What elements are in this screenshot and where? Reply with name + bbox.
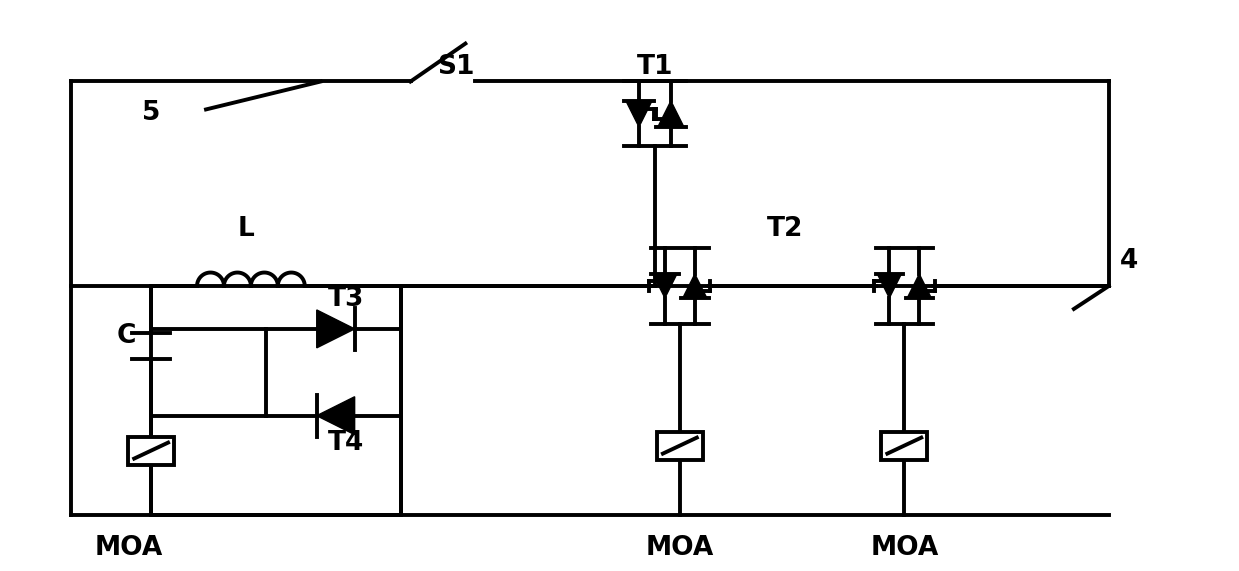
Text: T2: T2 (767, 216, 803, 242)
Polygon shape (317, 397, 354, 435)
Bar (657, 432, 703, 460)
Polygon shape (907, 274, 932, 298)
Polygon shape (683, 274, 706, 298)
Text: MOA: MOA (646, 536, 714, 561)
Polygon shape (653, 274, 676, 298)
Text: 5: 5 (142, 100, 160, 126)
Text: T3: T3 (327, 286, 364, 312)
Bar (881, 432, 927, 460)
Polygon shape (317, 310, 354, 348)
Bar (128, 437, 175, 465)
Text: T1: T1 (637, 54, 673, 79)
Text: C: C (116, 323, 136, 349)
Text: L: L (238, 216, 254, 242)
Text: 4: 4 (1120, 248, 1137, 274)
Polygon shape (658, 101, 684, 127)
Text: S1: S1 (436, 54, 475, 79)
Text: T4: T4 (327, 429, 364, 456)
Polygon shape (877, 274, 901, 298)
Polygon shape (626, 101, 652, 127)
Text: MOA: MOA (870, 536, 938, 561)
Text: MOA: MOA (95, 536, 164, 561)
